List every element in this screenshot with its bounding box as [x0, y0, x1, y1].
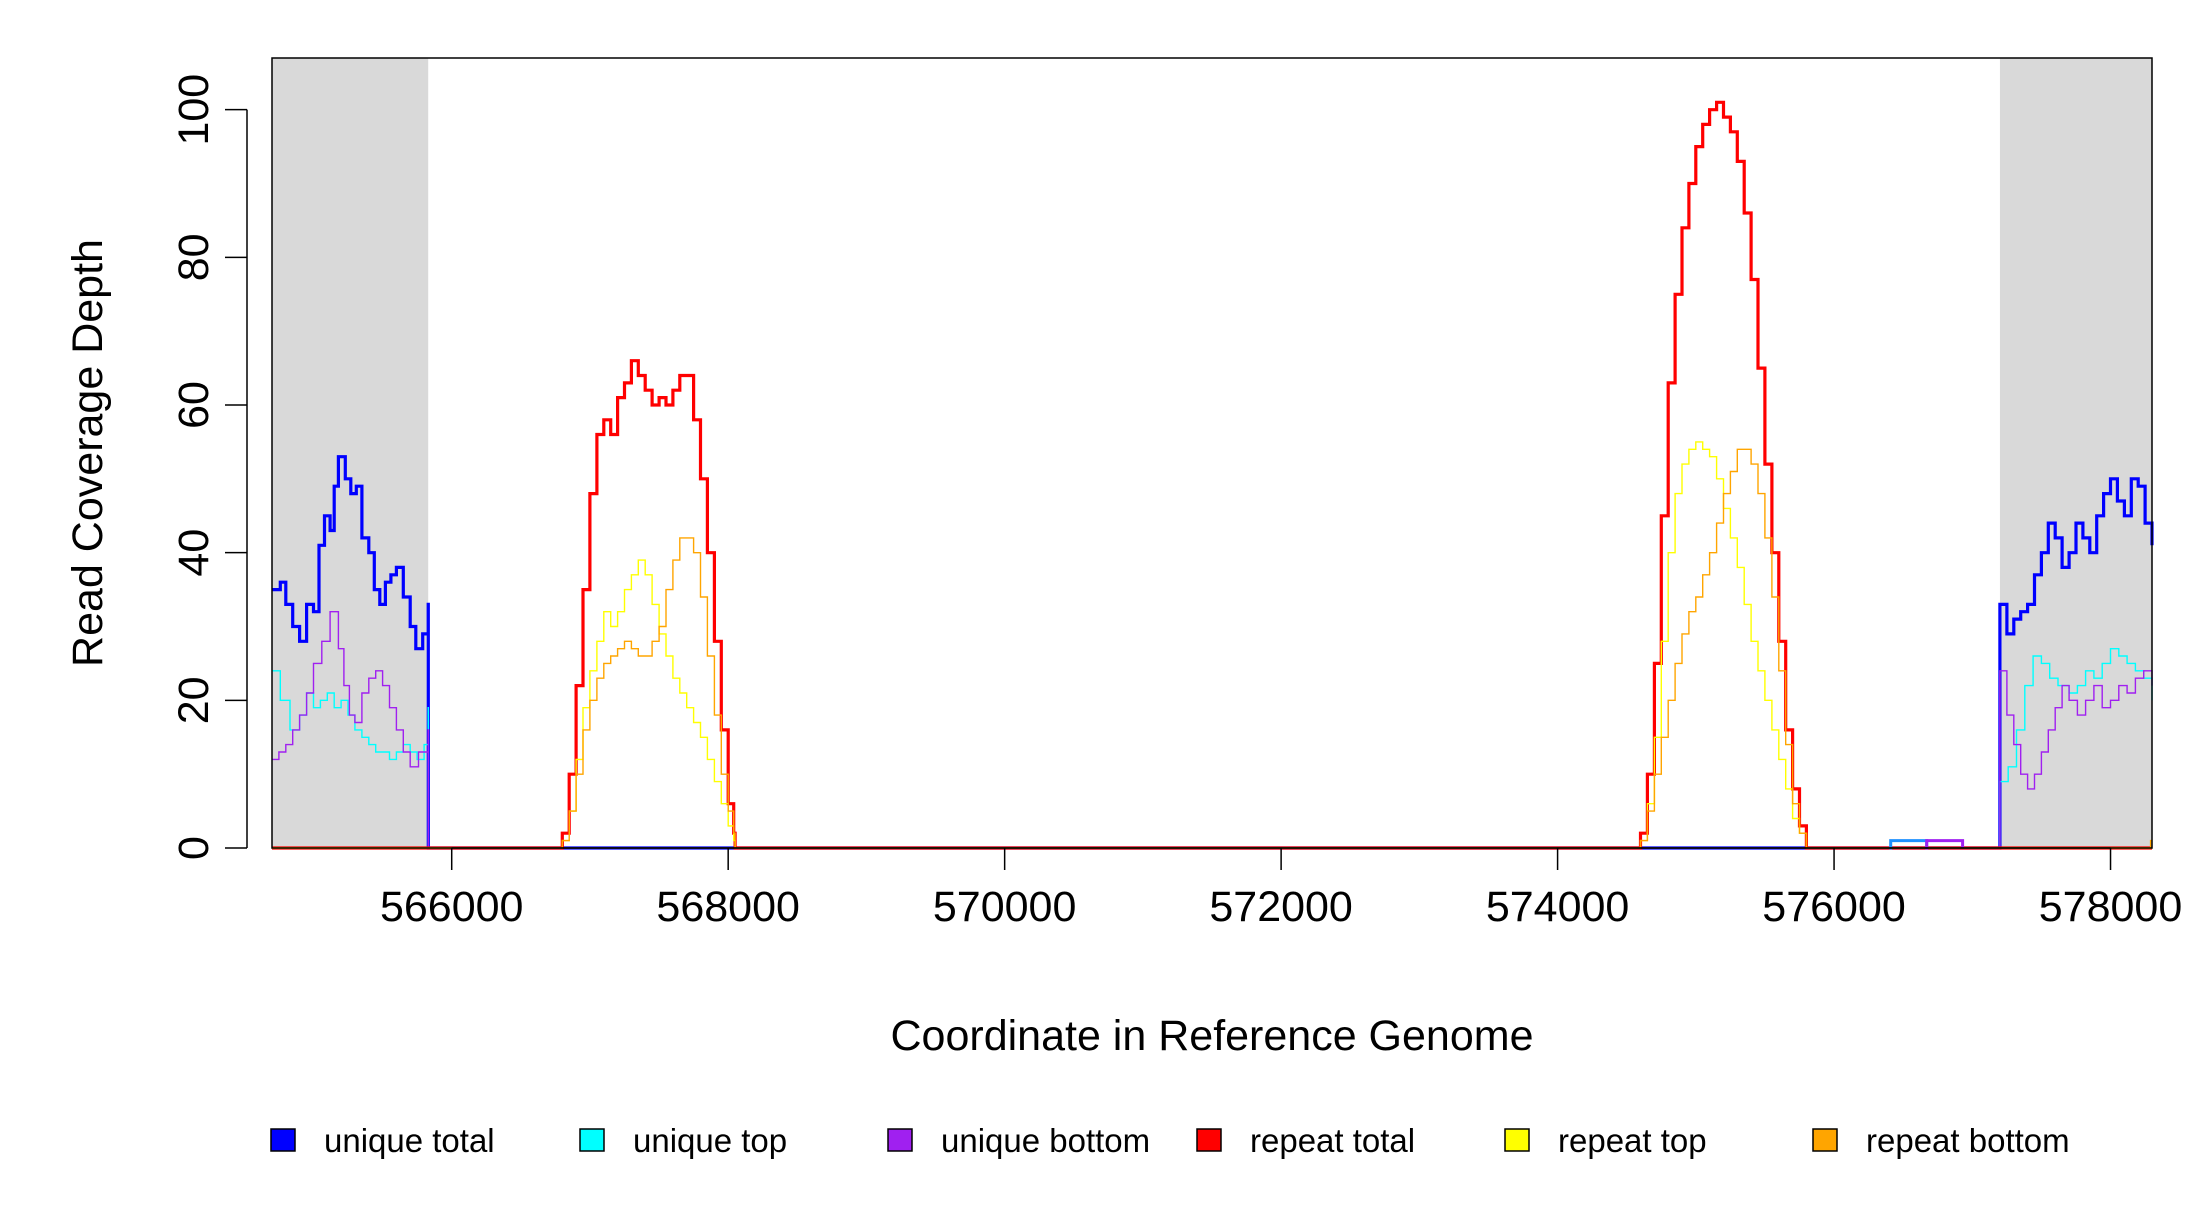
legend-swatch-repeat-total	[1196, 1128, 1222, 1152]
series-line-repeat-bottom	[272, 448, 2152, 849]
plot-frame	[271, 57, 2153, 849]
legend-label-repeat-bottom: repeat bottom	[1866, 1122, 2070, 1159]
y-tick-label: 60	[170, 381, 218, 429]
series-line-repeat-total	[272, 100, 2152, 850]
x-tick-label: 566000	[380, 883, 524, 931]
series-line-unique-top	[272, 648, 2153, 849]
legend-label-repeat-top: repeat top	[1558, 1122, 1707, 1159]
legend-label-unique-total: unique total	[324, 1122, 495, 1159]
legend-label-repeat-total: repeat total	[1250, 1122, 1415, 1159]
x-tick-label: 578000	[2039, 883, 2183, 931]
x-axis-label: Coordinate in Reference Genome	[891, 1012, 1534, 1060]
y-tick-label: 0	[170, 836, 218, 860]
series-line-unique-total	[272, 455, 2154, 850]
legend-label-unique-bottom: unique bottom	[941, 1122, 1150, 1159]
y-tick-label: 20	[170, 676, 218, 724]
legend-label-unique-top: unique top	[633, 1122, 787, 1159]
series-lines	[272, 100, 2154, 850]
x-tick-label: 574000	[1486, 883, 1630, 931]
legend-swatch-repeat-top	[1504, 1128, 1530, 1152]
y-axis-label: Read Coverage Depth	[64, 239, 112, 667]
series-line-unique-bottom	[272, 611, 2153, 849]
shaded-region-1	[272, 58, 429, 848]
series-line-repeat-top	[272, 441, 2152, 849]
legend-swatch-unique-top	[579, 1128, 605, 1152]
x-tick-label: 572000	[1209, 883, 1353, 931]
x-tick-label: 570000	[933, 883, 1077, 931]
y-tick-label: 100	[170, 74, 218, 146]
shaded-regions	[272, 58, 2152, 848]
legend-swatch-unique-bottom	[887, 1128, 913, 1152]
x-tick-label: 576000	[1762, 883, 1906, 931]
x-axis: 566000 568000 570000 572000 574000 576000 5780…	[380, 847, 2183, 931]
y-axis: 0 20 40 60 80 100	[170, 74, 248, 860]
y-tick-label: 40	[170, 529, 218, 577]
x-tick-label: 568000	[656, 883, 800, 931]
y-tick-label: 80	[170, 233, 218, 281]
legend-swatch-unique-total	[270, 1128, 296, 1152]
legend-swatch-repeat-bottom	[1812, 1128, 1838, 1152]
legend: unique total unique top unique bottom repea…	[270, 1122, 2070, 1159]
